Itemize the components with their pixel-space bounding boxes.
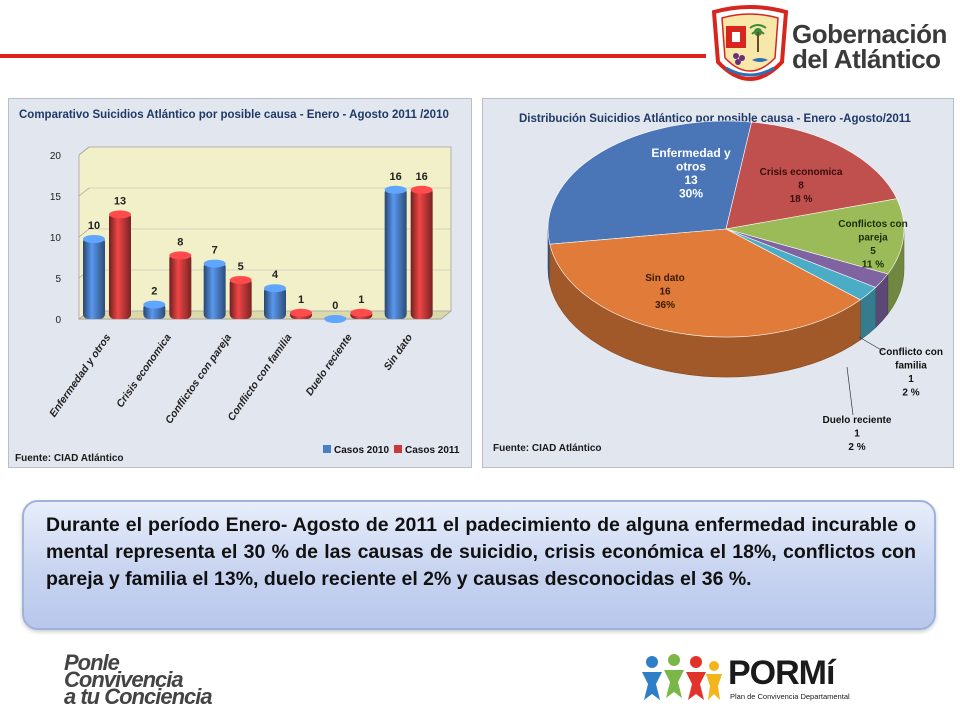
leader-line (846, 366, 854, 416)
pie-label: 2 % (902, 388, 919, 399)
bar-value-label: 0 (332, 300, 338, 312)
bar-value-label: 4 (272, 269, 279, 281)
summary-text: Durante el período Enero- Agosto de 2011… (46, 514, 916, 590)
pie-label: 1 (854, 429, 860, 440)
pie-label: 13 (684, 173, 698, 187)
pormi-wordmark: PORMí (728, 654, 835, 692)
pie-label: 11 % (862, 260, 884, 271)
ponle-line-1: Ponle (64, 650, 120, 675)
pormi-logo: PORMí Plan de Convivencia Departamental (640, 650, 910, 706)
pie-label: otros (676, 160, 706, 174)
pie-label: Conflictos con (838, 219, 907, 230)
pie-label: Enfermedad y (651, 146, 731, 160)
bar-value-label: 1 (298, 294, 304, 306)
bar-casos-2011 (350, 308, 373, 319)
pie-label: 36% (655, 300, 675, 311)
pie-label: 30% (679, 187, 703, 201)
legend-label: Casos 2010 (334, 445, 389, 456)
logo-line-1: Gobernación (792, 19, 947, 49)
pie-label: 18 % (790, 194, 813, 205)
y-tick-label: 5 (55, 274, 61, 285)
bar-casos-2011 (229, 276, 252, 319)
pie-chart-source: Fuente: CIAD Atlántico (493, 443, 602, 454)
pie-label: Duelo reciente (823, 415, 892, 426)
pie-label: 2 % (848, 442, 865, 453)
legend-swatch (323, 445, 331, 453)
header-rule (0, 54, 706, 58)
gobernacion-logo: Gobernación del Atlántico (708, 4, 960, 92)
bar-value-label: 7 (212, 245, 218, 257)
gridline (78, 146, 90, 156)
bar-value-label: 8 (177, 236, 183, 248)
pie-label: Crisis economica (760, 167, 843, 178)
bar-value-label: 2 (151, 286, 157, 298)
bar-casos-2010 (203, 259, 226, 319)
pie-label: Sin dato (645, 273, 684, 284)
y-tick-label: 20 (50, 151, 62, 162)
pie-slice-enfermedad-y-otros (547, 120, 752, 245)
pie-label: 1 (908, 374, 914, 385)
bar-casos-2011 (410, 185, 433, 319)
summary-callout: Durante el período Enero- Agosto de 2011… (22, 500, 936, 630)
pie-chart-panel: Distribución Suicidios Atlántico por pos… (482, 98, 954, 468)
legend-label: Casos 2011 (405, 445, 460, 456)
bar-value-label: 13 (114, 195, 126, 207)
bar-casos-2010 (384, 185, 407, 319)
gobernacion-shield-icon (711, 5, 789, 81)
pie-label: 5 (870, 246, 876, 257)
pie-chart-title: Distribución Suicidios Atlántico por pos… (519, 113, 911, 125)
gridline (78, 228, 90, 238)
pie-slice-sin-dato (549, 228, 861, 338)
bar-value-label: 1 (358, 294, 364, 306)
bar-value-label: 5 (238, 261, 244, 273)
bar-value-label: 16 (416, 171, 428, 183)
ponle-line-2: Convivencia (64, 667, 184, 692)
gridline (78, 187, 90, 197)
bar-casos-2010 (143, 300, 166, 319)
bar-chart-panel: Comparativo Suicidios Atlántico por posi… (8, 98, 472, 468)
pormi-subtitle: Plan de Convivencia Departamental (730, 692, 850, 701)
legend-swatch (394, 445, 402, 453)
ponle-convivencia-logo: Ponle Convivencia a tu Conciencia (64, 650, 354, 708)
ponle-line-3: a tu Conciencia (64, 684, 213, 709)
leader-line (858, 336, 884, 352)
y-tick-label: 15 (50, 192, 62, 203)
x-tick-label: Crisis economica (114, 332, 174, 410)
x-tick-label: Sin dato (382, 331, 416, 372)
pie-label: 8 (798, 181, 804, 192)
x-tick-label: Conflicto con familia (225, 332, 294, 424)
bar-casos-2010 (264, 284, 286, 319)
pie-label: pareja (858, 233, 888, 244)
x-tick-label: Duelo reciente (303, 332, 354, 398)
bar-casos-2010 (83, 235, 105, 319)
people-figures-icon (642, 654, 722, 700)
pie-slice-crisis-economica (725, 121, 898, 230)
bar-value-label: 10 (88, 220, 100, 232)
bar-chart-title: Comparativo Suicidios Atlántico por posi… (19, 109, 449, 121)
pie-slice-conflictos-con-pareja (725, 198, 905, 275)
bar-casos-2010 (324, 315, 347, 323)
gobernacion-logo-text: Gobernación del Atlántico (792, 19, 947, 74)
bar-value-label: 16 (390, 171, 402, 183)
bar-casos-2011 (290, 308, 312, 319)
pie-label: Conflicto con (879, 347, 943, 358)
y-tick-label: 10 (50, 233, 62, 244)
pie-label: familia (895, 361, 927, 372)
bar-chart-source: Fuente: CIAD Atlántico (15, 453, 124, 464)
x-tick-label: Enfermedad y otros (47, 332, 113, 420)
bar-casos-2011 (109, 210, 131, 319)
logo-line-2: del Atlántico (792, 44, 941, 74)
pie-label: 16 (659, 287, 671, 298)
y-tick-label: 0 (55, 315, 61, 326)
x-tick-label: Conflictos con pareja (163, 332, 234, 426)
bar-casos-2011 (169, 251, 192, 319)
